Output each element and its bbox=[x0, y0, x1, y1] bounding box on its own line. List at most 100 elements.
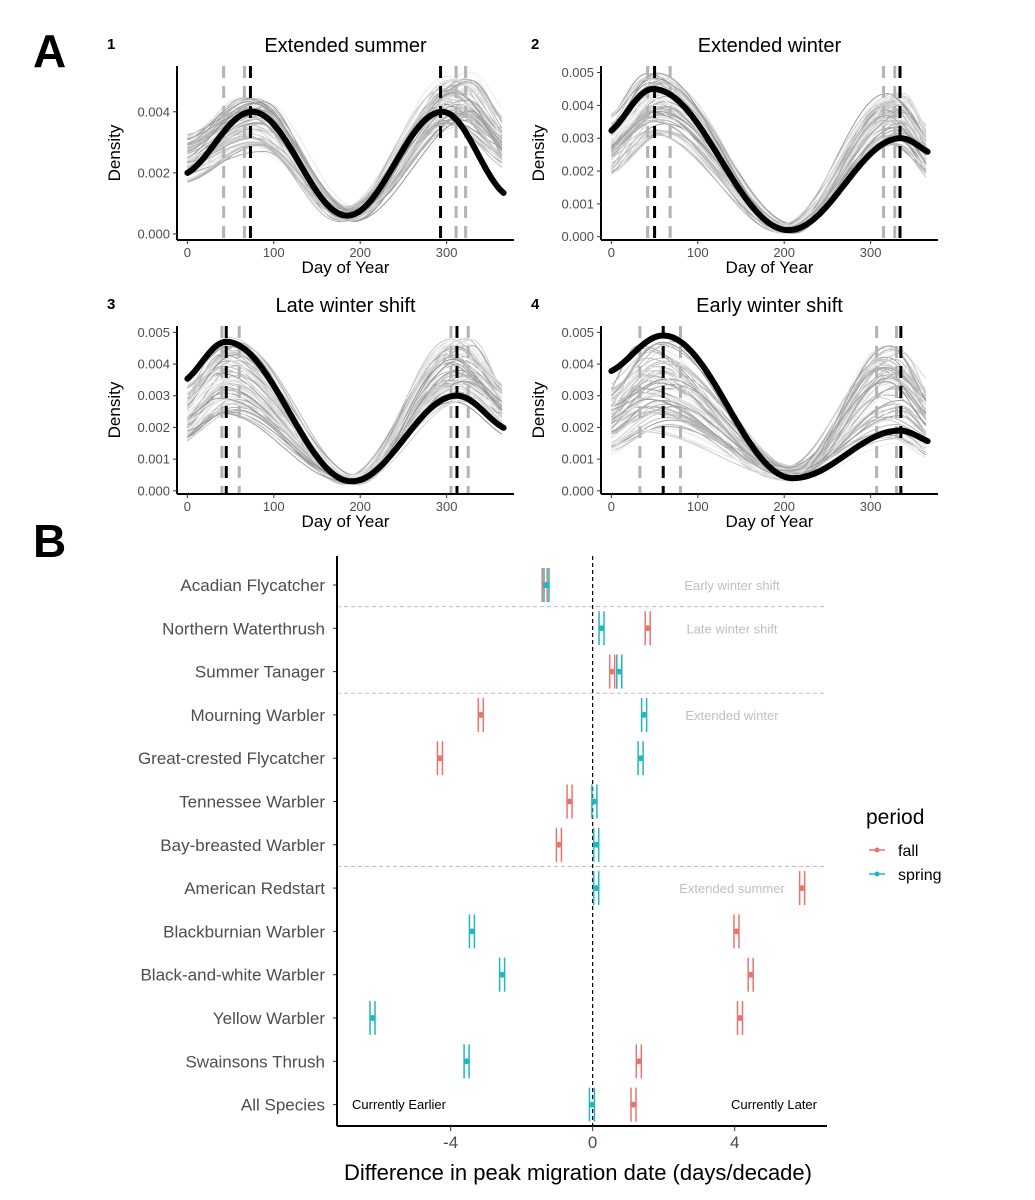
plot-area bbox=[608, 66, 931, 240]
x-tick-label: 200 bbox=[349, 499, 371, 514]
y-axis-label: Density bbox=[529, 381, 548, 438]
plot-area bbox=[184, 326, 507, 494]
legend-key-spring bbox=[874, 871, 880, 877]
y-tick-label: 0.002 bbox=[561, 420, 594, 435]
ensemble-curve bbox=[187, 371, 503, 481]
fall-point bbox=[436, 755, 443, 762]
ensemble-curve bbox=[611, 96, 927, 226]
x-tick-label: 100 bbox=[687, 499, 709, 514]
species-label: Tennessee Warbler bbox=[179, 793, 325, 812]
density-panel-4: 0 100 200 300 0.000 0.001 0.002 0.003 0.004 0.005… bbox=[529, 295, 938, 531]
ensemble-curve bbox=[187, 369, 503, 486]
spring-point bbox=[543, 582, 550, 588]
species-label: Yellow Warbler bbox=[213, 1009, 325, 1028]
legend-title: period bbox=[866, 806, 924, 829]
plot-area bbox=[184, 66, 507, 240]
species-label: Swainsons Thrush bbox=[185, 1052, 325, 1071]
x-tick-label: 0 bbox=[588, 1133, 597, 1152]
panel-title: Extended summer bbox=[264, 35, 427, 57]
fall-point bbox=[737, 1015, 744, 1021]
species-label: Bay-breasted Warbler bbox=[160, 836, 325, 855]
spring-point bbox=[637, 755, 644, 762]
ensemble-curve bbox=[611, 111, 927, 226]
bold-density-curve bbox=[184, 108, 507, 219]
ensemble-curve bbox=[611, 96, 927, 226]
ensemble-curve bbox=[187, 91, 503, 221]
x-tick-label: 0 bbox=[608, 245, 615, 260]
spring-point bbox=[588, 1101, 595, 1108]
legend-label-spring: spring bbox=[898, 867, 942, 884]
legend: period fall spring bbox=[866, 806, 942, 884]
panel-label-b: B bbox=[33, 515, 67, 567]
x-tick-label: 4 bbox=[730, 1133, 739, 1152]
fall-point bbox=[799, 885, 806, 892]
x-axis-label: Day of Year bbox=[302, 512, 390, 531]
x-tick-label: 200 bbox=[773, 499, 795, 514]
fall-point bbox=[644, 625, 651, 632]
fall-point bbox=[733, 928, 740, 935]
species-label: Summer Tanager bbox=[195, 663, 325, 682]
fall-point bbox=[630, 1101, 637, 1108]
species-label: Great-crested Flycatcher bbox=[138, 749, 325, 768]
spring-point bbox=[591, 798, 598, 805]
fall-point bbox=[609, 668, 616, 675]
panel-index: 1 bbox=[107, 36, 115, 53]
spring-point bbox=[369, 1015, 376, 1021]
panel-title: Extended winter bbox=[698, 35, 842, 57]
panel-index: 3 bbox=[107, 296, 115, 313]
panel-index: 4 bbox=[531, 296, 540, 313]
spring-point bbox=[593, 841, 600, 848]
y-tick-label: 0.003 bbox=[561, 131, 594, 146]
ensemble-curve bbox=[187, 336, 503, 481]
y-tick-label: 0.002 bbox=[137, 165, 170, 180]
x-tick-label: 0 bbox=[608, 499, 615, 514]
x-axis-label: Day of Year bbox=[302, 258, 390, 277]
density-panel-1: 0 100 200 300 0.000 0.002 0.004 Day of Year Dens… bbox=[105, 35, 514, 277]
x-tick-label: 100 bbox=[687, 245, 709, 260]
x-tick-label: 0 bbox=[184, 245, 191, 260]
species-label: Blackburnian Warbler bbox=[163, 922, 325, 941]
x-tick-label: 100 bbox=[263, 245, 285, 260]
group-label: Late winter shift bbox=[686, 621, 777, 636]
species-label: Black-and-white Warbler bbox=[140, 966, 325, 985]
y-tick-label: 0.005 bbox=[561, 65, 594, 80]
bold-density-curve bbox=[608, 332, 931, 482]
ensemble-curve bbox=[187, 100, 503, 220]
x-tick-label: -4 bbox=[443, 1133, 458, 1152]
y-axis-label: Density bbox=[529, 124, 548, 181]
species-label: All Species bbox=[241, 1096, 325, 1115]
y-tick-label: 0.000 bbox=[137, 226, 170, 241]
spring-point bbox=[641, 711, 648, 718]
y-tick-label: 0.004 bbox=[561, 98, 594, 113]
spring-point bbox=[463, 1058, 470, 1065]
group-label: Extended summer bbox=[679, 881, 785, 896]
y-axis-label: Density bbox=[105, 381, 124, 438]
x-tick-label: 200 bbox=[349, 245, 371, 260]
ensemble-curve bbox=[187, 349, 503, 482]
y-tick-label: 0.001 bbox=[137, 452, 170, 467]
y-tick-label: 0.005 bbox=[137, 325, 170, 340]
ensemble-curve bbox=[187, 92, 503, 213]
ensemble-curve bbox=[611, 78, 927, 229]
panel-label-a: A bbox=[33, 25, 67, 77]
y-tick-label: 0.003 bbox=[137, 388, 170, 403]
density-panel-3: 0 100 200 300 0.000 0.001 0.002 0.003 0.004 0.005… bbox=[105, 295, 514, 531]
fall-point bbox=[635, 1058, 642, 1065]
ensemble-curve bbox=[611, 342, 927, 469]
y-tick-label: 0.002 bbox=[561, 164, 594, 179]
y-tick-label: 0.003 bbox=[561, 388, 594, 403]
x-axis-label: Day of Year bbox=[726, 512, 814, 531]
legend-key-fall bbox=[874, 847, 880, 853]
ensemble-curve bbox=[187, 90, 503, 222]
y-tick-label: 0.000 bbox=[561, 229, 594, 244]
x-tick-label: 0 bbox=[184, 499, 191, 514]
plot-area bbox=[608, 326, 931, 494]
ensemble-curve bbox=[611, 83, 927, 230]
ensemble-curve bbox=[611, 110, 927, 228]
spring-point bbox=[593, 885, 600, 892]
dot-plot-panel: Early winter shift Late winter shift Exten… bbox=[138, 556, 942, 1185]
spring-point bbox=[468, 928, 475, 935]
x-tick-label: 300 bbox=[436, 245, 458, 260]
bold-density-curve bbox=[184, 338, 507, 485]
x-tick-label: 300 bbox=[860, 245, 882, 260]
